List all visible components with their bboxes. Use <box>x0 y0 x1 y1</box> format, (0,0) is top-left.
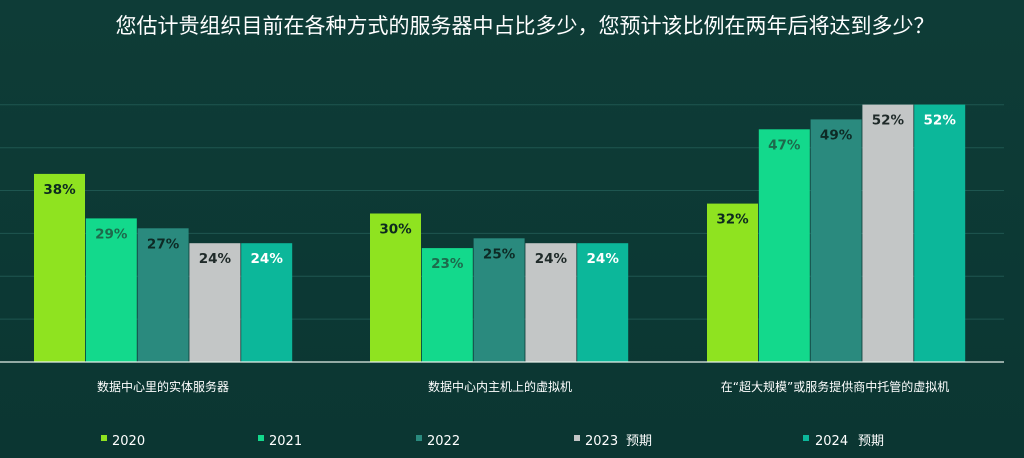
legend: 2020 2021 2022 2023 预期 2024 预期 <box>101 434 884 449</box>
bar-2022-category-1 <box>473 238 525 363</box>
bar-2020-category-1 <box>370 213 421 362</box>
legend-swatch-2022 <box>416 435 422 441</box>
bar-2021-category-1 <box>421 248 473 362</box>
legend-label-2023: 2023 <box>585 434 618 449</box>
bar-2021-category-2 <box>758 129 810 362</box>
bar-2021-category-0 <box>85 218 137 362</box>
bar-2022-category-2 <box>810 119 862 363</box>
data-label-2021-category-2: 47% <box>768 137 801 153</box>
legend-swatch-2020 <box>101 435 107 441</box>
bar-marks: 38% 30% 32% 29% 23% 47% 27% 25% 49% 24% 24% 52% 24% 2… <box>34 104 966 363</box>
bar-2023-category-1 <box>525 243 577 362</box>
bar-2020-category-0 <box>34 173 85 362</box>
data-label-2023-category-0: 24% <box>199 251 232 267</box>
data-label-2024-category-0: 24% <box>251 251 284 267</box>
category-label-hyperscale-vms: 在“超大规模”或服务提供商中托管的虚拟机 <box>721 379 949 394</box>
data-label-2020-category-0: 38% <box>43 182 76 198</box>
data-label-2023-category-1: 24% <box>535 251 568 267</box>
legend-suffix-2024: 预期 <box>858 434 884 449</box>
category-label-physical-servers: 数据中心里的实体服务器 <box>97 379 229 394</box>
data-label-2021-category-0: 29% <box>95 226 128 242</box>
legend-item-2022: 2022 <box>416 434 460 449</box>
data-label-2022-category-1: 25% <box>483 246 516 262</box>
bar-2024-category-2 <box>914 104 966 362</box>
legend-label-2020: 2020 <box>112 434 145 449</box>
bar-2023-category-2 <box>862 104 914 362</box>
data-label-2024-category-2: 52% <box>924 113 957 129</box>
legend-swatch-2021 <box>258 435 264 441</box>
legend-item-2023: 2023 预期 <box>574 434 652 449</box>
legend-swatch-2024 <box>803 435 809 441</box>
data-label-2020-category-1: 30% <box>379 222 412 238</box>
legend-item-2021: 2021 <box>258 434 302 449</box>
category-label-datacenter-vms: 数据中心内主机上的虚拟机 <box>428 379 572 394</box>
data-label-2022-category-0: 27% <box>147 236 180 252</box>
bar-2024-category-1 <box>577 243 629 362</box>
chart-title: 您估计贵组织目前在各种方式的服务器中占比多少，您预计该比例在两年后将达到多少？ <box>116 14 935 38</box>
category-labels: 数据中心里的实体服务器 数据中心内主机上的虚拟机 在“超大规模”或服务提供商中托… <box>97 379 949 394</box>
data-label-2021-category-1: 23% <box>431 256 464 272</box>
bar-2024-category-0 <box>241 243 293 362</box>
data-label-2023-category-2: 52% <box>872 113 905 129</box>
bar-2020-category-2 <box>707 203 758 362</box>
legend-swatch-2023 <box>574 435 580 441</box>
legend-label-2022: 2022 <box>427 434 460 449</box>
legend-suffix-2023: 预期 <box>626 434 652 449</box>
bar-2023-category-0 <box>189 243 241 362</box>
data-label-2022-category-2: 49% <box>820 127 853 143</box>
legend-item-2024: 2024 预期 <box>803 434 884 449</box>
legend-label-2024: 2024 <box>815 434 848 449</box>
data-label-2020-category-2: 32% <box>716 212 749 228</box>
bar-2022-category-0 <box>137 228 189 362</box>
legend-item-2020: 2020 <box>101 434 145 449</box>
legend-label-2021: 2021 <box>269 434 302 449</box>
data-label-2024-category-1: 24% <box>587 251 620 267</box>
